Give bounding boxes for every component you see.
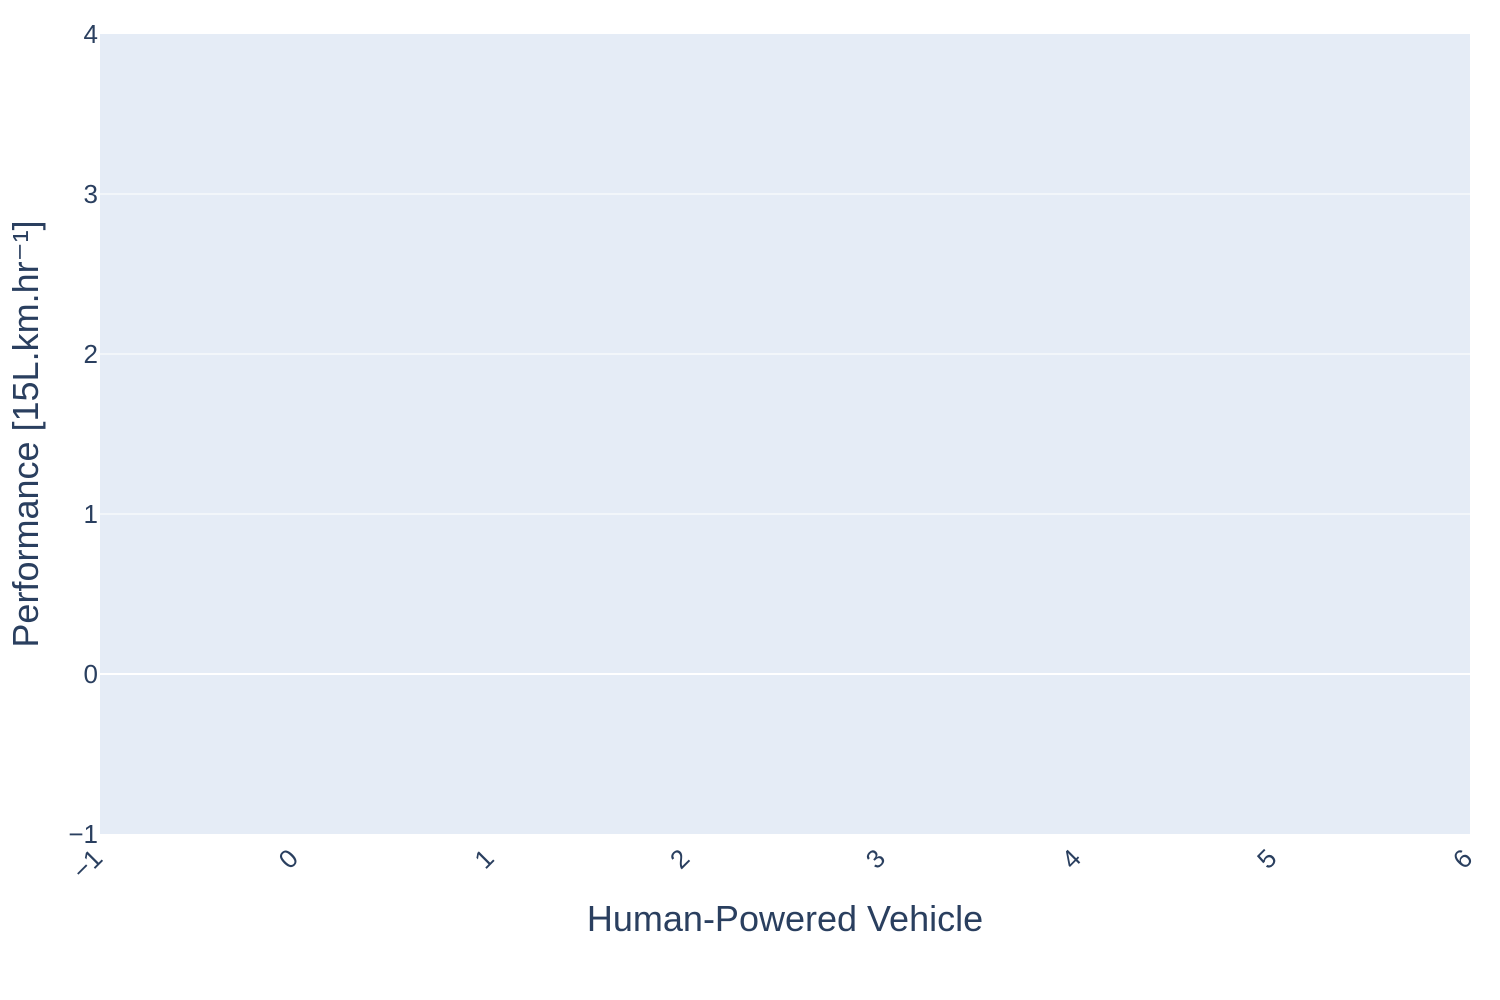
x-tick-label: 1 <box>468 843 499 874</box>
x-tick-label: 6 <box>1447 843 1478 874</box>
x-tick-label: 0 <box>273 843 304 874</box>
x-tick-label: 5 <box>1251 843 1282 874</box>
x-tick-label: 4 <box>1055 843 1086 874</box>
y-tick-label: 3 <box>84 179 98 209</box>
x-tick-label: −1 <box>66 843 108 885</box>
x-tick-label: 2 <box>664 843 695 874</box>
plot-area <box>100 34 1470 834</box>
gridlines <box>100 193 1470 675</box>
y-axis-title: Performance [15L.km.hr⁻¹] <box>5 220 46 647</box>
x-tick-label: 3 <box>860 843 891 874</box>
y-tick-label: −1 <box>68 819 98 849</box>
y-tick-label: 2 <box>84 339 98 369</box>
y-tick-label: 4 <box>84 19 98 49</box>
x-tick-labels: −1 0 1 2 3 4 5 6 <box>66 843 1478 885</box>
y-tick-labels: −1 0 1 2 3 4 <box>68 19 98 849</box>
x-axis-title: Human-Powered Vehicle <box>587 898 983 939</box>
y-tick-label: 0 <box>84 659 98 689</box>
y-tick-label: 1 <box>84 499 98 529</box>
